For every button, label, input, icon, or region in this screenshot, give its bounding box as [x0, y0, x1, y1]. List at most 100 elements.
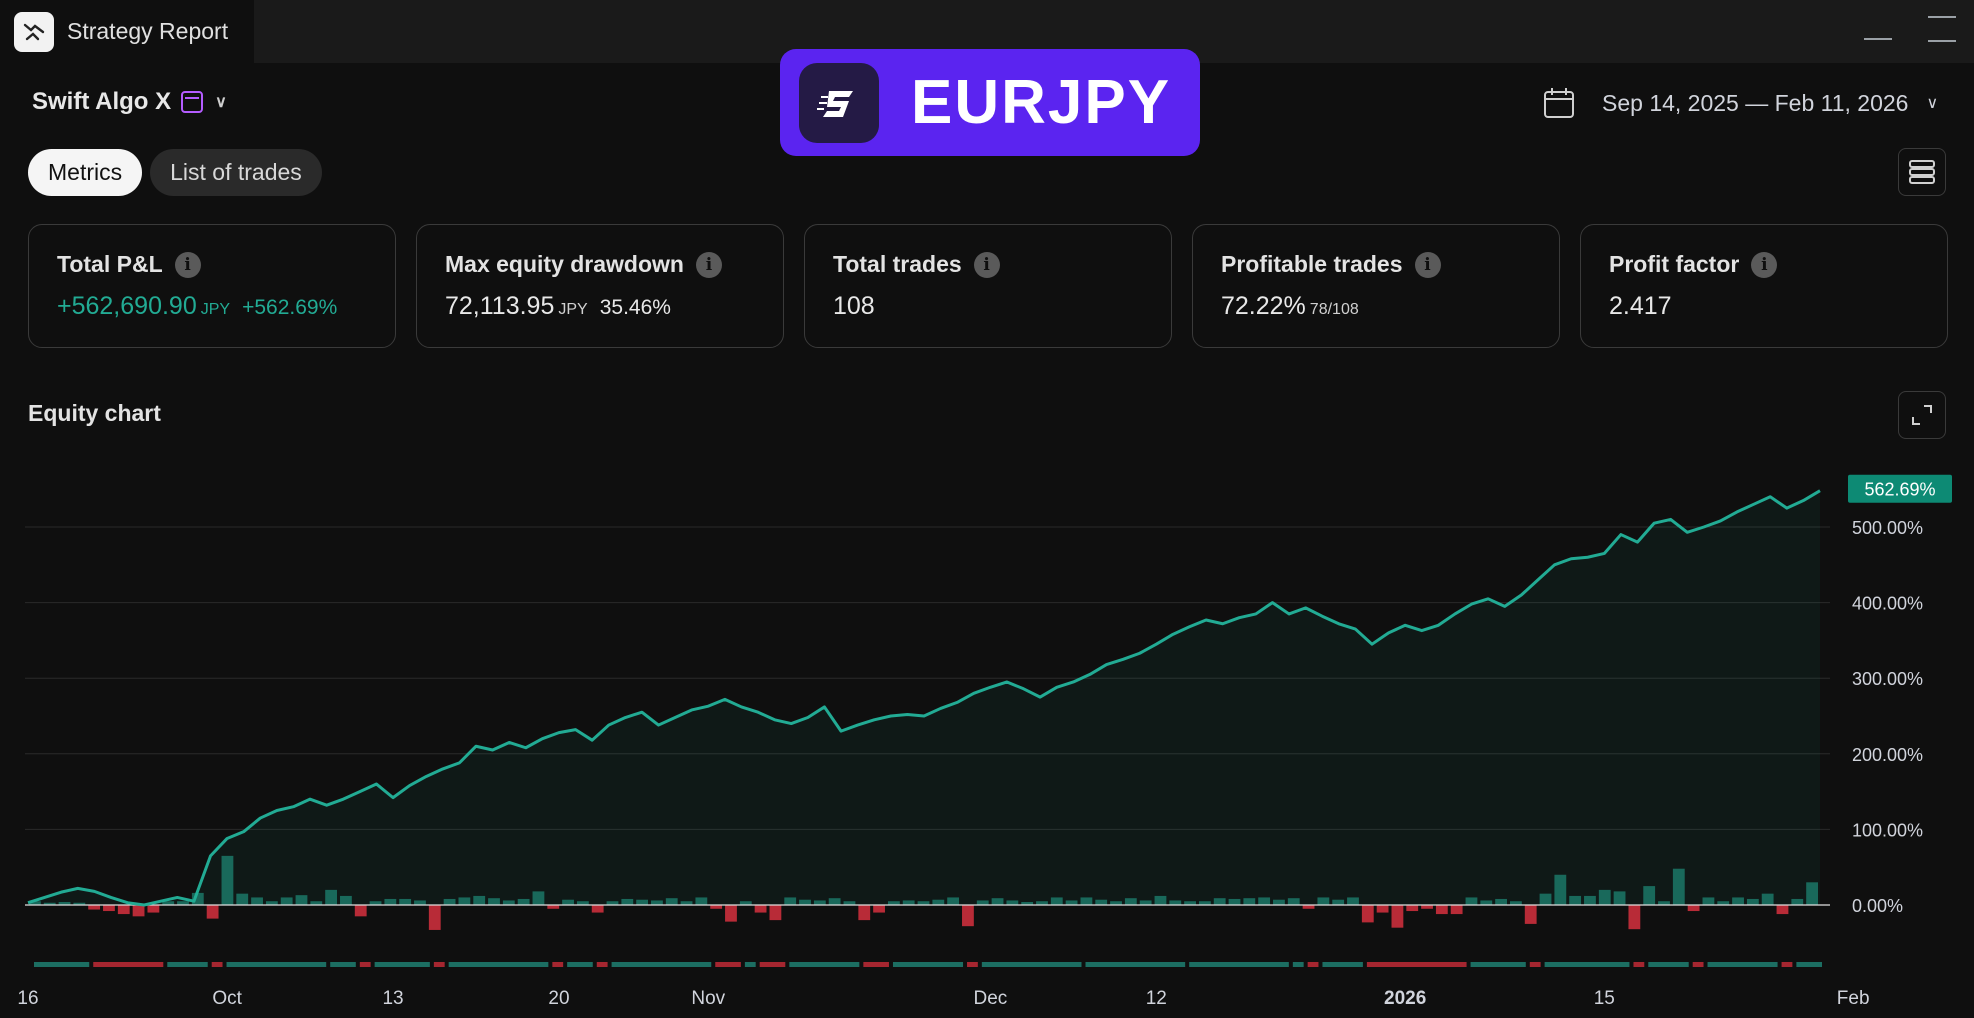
trade-bar — [1746, 898, 1759, 905]
trade-run-segment — [892, 962, 964, 967]
tab-metrics[interactable]: Metrics — [28, 149, 143, 196]
trade-run-segment — [1781, 962, 1793, 967]
trade-run-segment — [448, 962, 549, 967]
info-icon[interactable]: i — [1414, 251, 1441, 278]
trade-bar — [1376, 905, 1389, 913]
metric-unit: JPY — [558, 301, 588, 318]
x-tick-label: Nov — [691, 988, 725, 1009]
trade-bar — [1717, 901, 1730, 905]
trade-bar — [1287, 898, 1300, 905]
trade-bar — [369, 901, 382, 905]
metric-card-profitable-trades: Profitable trades i 72.22% 78/108 — [1192, 224, 1560, 348]
trade-bar — [976, 900, 989, 905]
trade-bar — [517, 898, 530, 905]
trade-run-segment — [433, 962, 445, 967]
trade-run-segment — [1292, 962, 1304, 967]
trade-run-segment — [226, 962, 327, 967]
y-tick-label: 0.00% — [1852, 896, 1903, 916]
trade-bar — [1732, 897, 1744, 905]
trade-bar — [754, 905, 767, 913]
trade-run-segment — [330, 962, 356, 967]
trade-run-segment — [93, 962, 164, 967]
trade-bar — [1509, 901, 1522, 905]
trade-run-segment — [1470, 962, 1526, 967]
trade-bar — [1435, 905, 1448, 915]
strategy-selector[interactable]: Swift Algo X ∨ — [32, 88, 227, 116]
trade-bar — [1761, 893, 1774, 905]
metric-title: Profitable trades — [1221, 251, 1403, 277]
trade-bar — [1465, 897, 1478, 905]
metric-ratio: 78/108 — [1309, 301, 1359, 318]
trade-bar — [132, 905, 145, 917]
window-tab[interactable]: Strategy Report — [0, 0, 254, 63]
strategy-name: Swift Algo X — [32, 88, 172, 115]
trade-bar — [325, 889, 338, 905]
trade-bar — [1273, 899, 1285, 905]
metric-value: 2.417 — [1609, 292, 1672, 320]
trade-bar — [473, 895, 486, 905]
trade-bar — [902, 900, 915, 905]
info-icon[interactable]: i — [695, 251, 722, 278]
trade-bar — [576, 901, 589, 905]
trade-bar — [117, 905, 130, 915]
trade-bar — [177, 901, 189, 905]
trade-run-segment — [611, 962, 712, 967]
trade-bar — [1184, 901, 1196, 905]
x-tick-label: Dec — [973, 988, 1007, 1009]
trade-bar — [1347, 897, 1359, 905]
trade-bar — [784, 897, 797, 905]
metric-percent: 35.46% — [599, 296, 671, 319]
tab-list-of-trades[interactable]: List of trades — [150, 149, 322, 196]
trade-run-segment — [374, 962, 430, 967]
trade-bar — [1687, 905, 1700, 912]
trade-bar — [29, 901, 41, 905]
trade-bar — [1480, 900, 1493, 905]
x-tick-label: 2026 — [1384, 988, 1426, 1009]
trade-bar — [1495, 898, 1507, 905]
expand-chart-button[interactable] — [1898, 391, 1946, 439]
trade-bar — [295, 895, 308, 905]
strategy-report-icon — [14, 11, 54, 52]
date-range-selector[interactable]: Sep 14, 2025 — Feb 11, 2026 ∨ — [1542, 86, 1938, 120]
trade-bar — [680, 901, 693, 905]
trade-bar — [1406, 905, 1419, 912]
symbol-badge: EURJPY — [780, 49, 1200, 156]
calendar-icon — [1544, 88, 1574, 118]
maximize-icon[interactable] — [1928, 16, 1956, 42]
trade-bar — [1080, 897, 1093, 905]
minimize-icon[interactable] — [1864, 38, 1892, 40]
menu-button[interactable] — [1898, 148, 1946, 196]
trade-bar — [606, 901, 619, 905]
trade-bar — [502, 900, 515, 905]
metric-title: Max equity drawdown — [445, 251, 684, 277]
trade-bar — [1198, 901, 1211, 905]
trade-bar — [636, 899, 649, 905]
metric-card-max-drawdown: Max equity drawdown i 72,113.95 JPY 35.4… — [416, 224, 784, 348]
trade-bar — [562, 899, 574, 905]
equity-chart[interactable]: 500.00% 400.00% 300.00% 200.00% 100.00% 0.00%… — [0, 450, 1974, 1018]
trade-bar — [1524, 905, 1537, 924]
trade-bar — [1672, 868, 1685, 905]
trade-run-segment — [1633, 962, 1645, 967]
trade-bar — [310, 901, 323, 905]
trade-bar — [1776, 905, 1789, 915]
info-icon[interactable]: i — [973, 251, 1000, 278]
trade-bar — [769, 905, 782, 921]
trade-bar — [58, 901, 71, 905]
info-icon[interactable]: i — [1751, 251, 1778, 278]
trade-bar — [88, 905, 101, 910]
trade-bar — [665, 898, 678, 905]
trade-bar — [1065, 900, 1078, 905]
x-tick-label: Feb — [1837, 988, 1870, 1009]
trade-bar — [221, 855, 234, 905]
trade-run-segment — [567, 962, 593, 967]
x-tick-label: 13 — [382, 988, 403, 1009]
symbol-label: EURJPY — [911, 68, 1172, 137]
trade-bar — [547, 905, 560, 909]
info-icon[interactable]: i — [174, 251, 201, 278]
report-tabs: Metrics List of trades — [28, 149, 322, 196]
trade-bar — [695, 897, 708, 905]
trade-bar — [1584, 895, 1596, 905]
trade-bar — [340, 895, 352, 905]
trade-bar — [1139, 900, 1152, 905]
